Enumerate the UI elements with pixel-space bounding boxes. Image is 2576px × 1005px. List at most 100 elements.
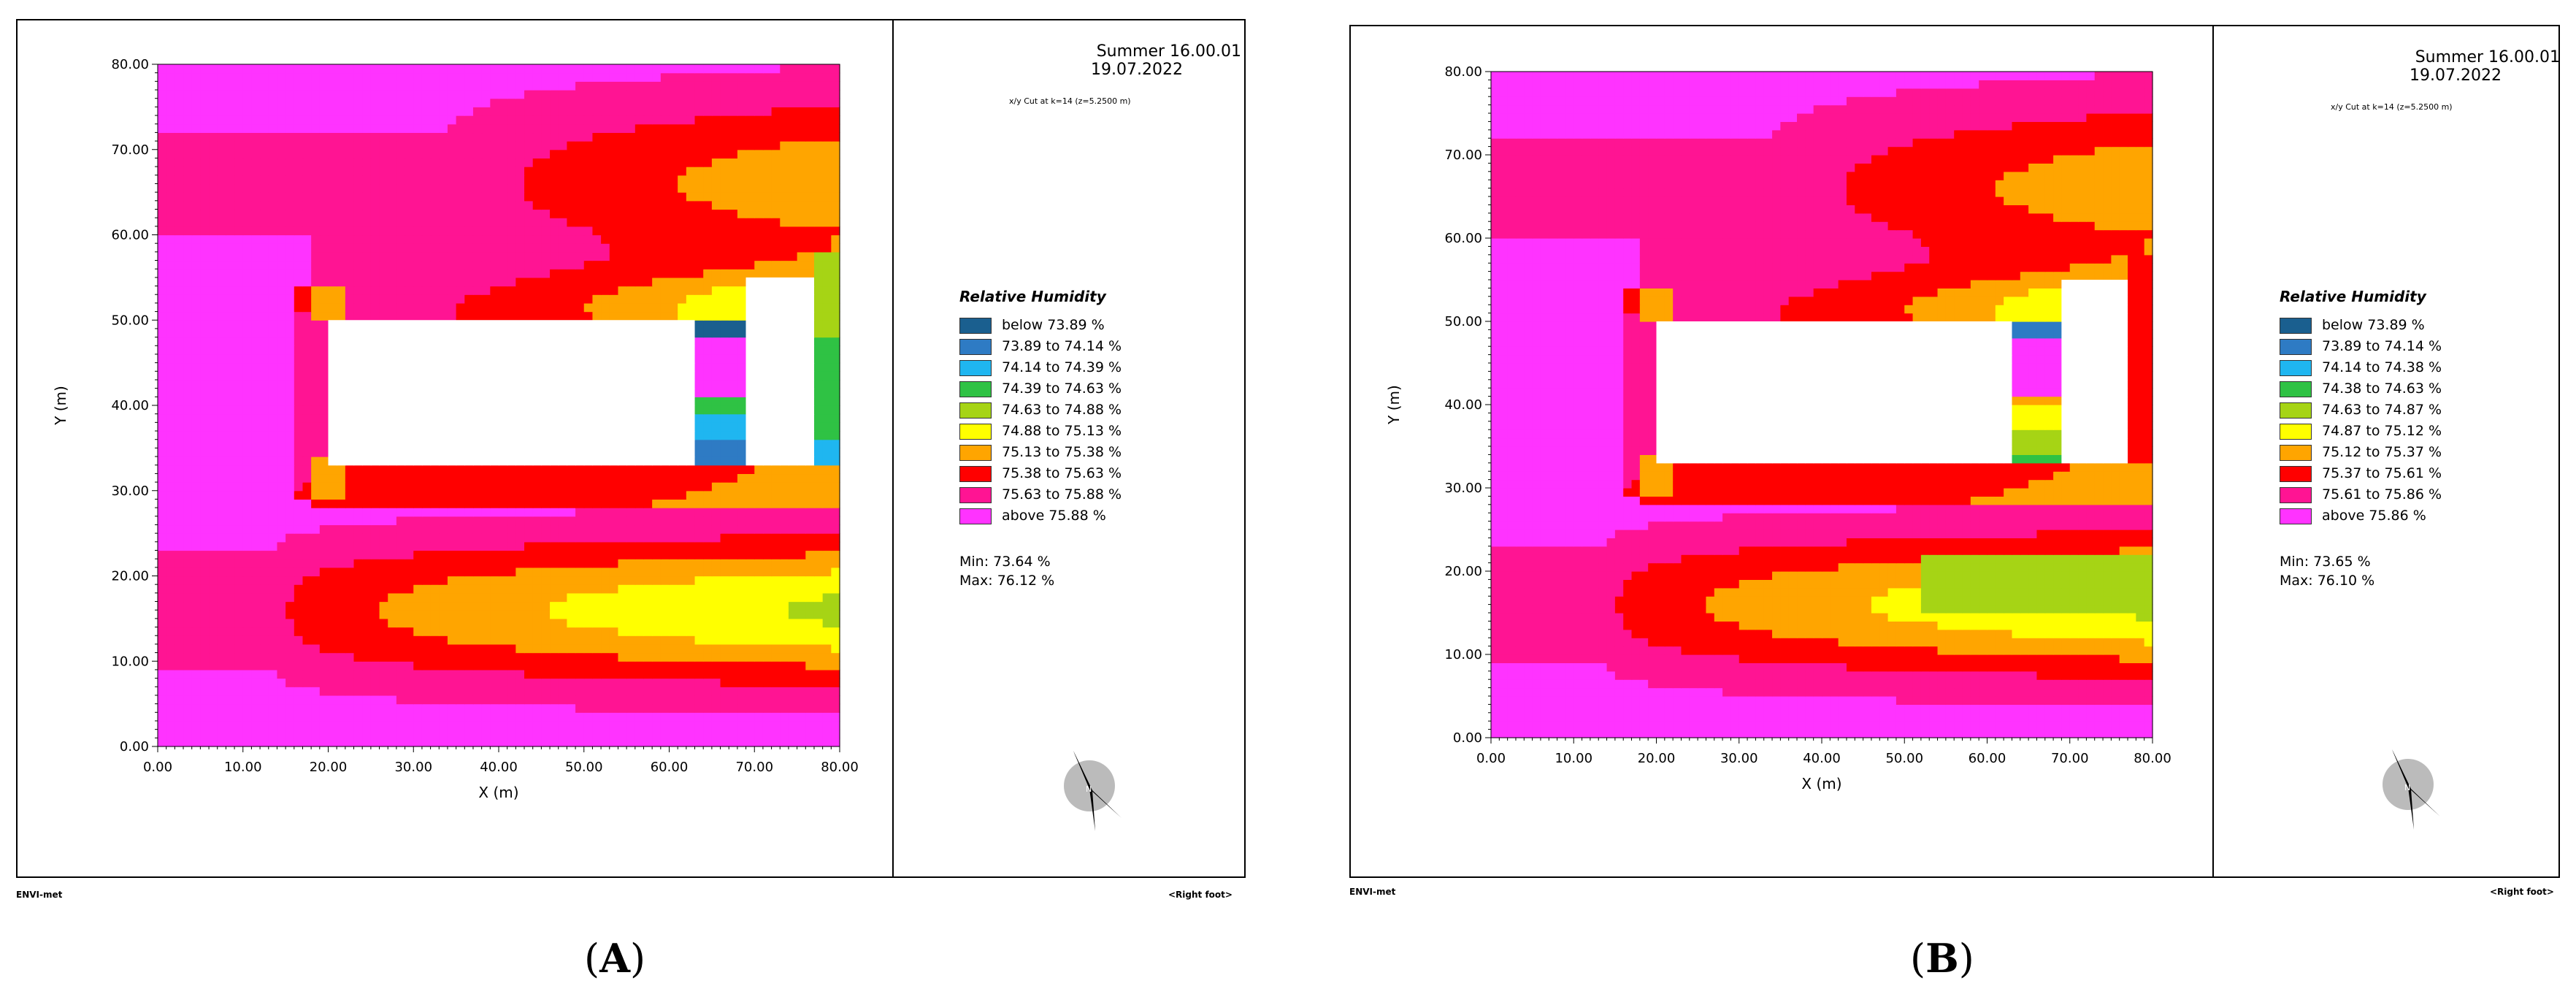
heatmap-cell bbox=[285, 456, 295, 466]
heatmap-cell bbox=[345, 610, 355, 619]
heatmap-cell bbox=[780, 669, 789, 679]
heatmap-cell bbox=[558, 234, 568, 244]
heatmap-cell bbox=[694, 482, 704, 492]
heatmap-cell bbox=[319, 218, 329, 227]
heatmap-cell bbox=[686, 508, 696, 517]
heatmap-cell bbox=[601, 695, 610, 705]
heatmap-cell bbox=[260, 729, 269, 738]
heatmap-cell bbox=[447, 567, 457, 577]
heatmap-cell bbox=[421, 508, 432, 517]
heatmap-cell bbox=[686, 729, 696, 738]
heatmap-cell bbox=[242, 328, 253, 338]
heatmap-cell bbox=[822, 286, 832, 295]
heatmap-cell bbox=[353, 592, 363, 603]
heatmap-cell bbox=[609, 635, 619, 645]
heatmap-cell bbox=[515, 302, 525, 313]
heatmap-cell bbox=[319, 362, 329, 372]
heatmap-cell bbox=[191, 712, 201, 722]
heatmap-cell bbox=[200, 473, 210, 483]
heatmap-cell bbox=[575, 251, 585, 261]
heatmap-cell bbox=[183, 260, 193, 270]
heatmap-cell bbox=[499, 234, 508, 244]
heatmap-cell bbox=[191, 448, 201, 457]
heatmap-cell bbox=[762, 618, 773, 628]
heatmap-cell bbox=[771, 635, 781, 645]
heatmap-cell bbox=[618, 618, 627, 628]
heatmap-cell bbox=[822, 260, 832, 270]
heatmap-cell bbox=[158, 669, 167, 679]
heatmap-cell bbox=[729, 388, 738, 397]
heatmap-cell bbox=[277, 269, 286, 278]
heatmap-cell bbox=[268, 243, 278, 253]
heatmap-cell bbox=[729, 456, 738, 466]
heatmap-cell bbox=[447, 473, 457, 483]
heatmap-cell bbox=[694, 541, 704, 551]
heatmap-cell bbox=[780, 643, 789, 654]
heatmap-cell bbox=[277, 439, 286, 448]
heatmap-cell bbox=[711, 524, 721, 534]
heatmap-cell bbox=[345, 678, 355, 687]
heatmap-cell bbox=[200, 490, 210, 500]
heatmap-cell bbox=[558, 712, 568, 722]
heatmap-cell bbox=[609, 482, 619, 492]
heatmap-cell bbox=[532, 294, 542, 304]
heatmap-cell bbox=[694, 729, 704, 738]
heatmap-cell bbox=[626, 524, 636, 534]
heatmap-cell bbox=[711, 302, 721, 313]
heatmap-cell bbox=[822, 635, 832, 645]
heatmap-cell bbox=[678, 302, 687, 313]
heatmap-cell bbox=[507, 729, 516, 738]
heatmap-cell bbox=[643, 269, 653, 278]
heatmap-cell bbox=[353, 652, 363, 662]
heatmap-cell bbox=[251, 269, 261, 278]
heatmap-cell bbox=[166, 448, 175, 457]
heatmap-cell bbox=[788, 550, 798, 559]
heatmap-cell bbox=[711, 286, 721, 295]
heatmap-cell bbox=[737, 260, 747, 270]
heatmap-cell bbox=[217, 226, 227, 236]
heatmap-cell bbox=[583, 269, 594, 278]
heatmap-cell bbox=[678, 286, 687, 295]
heatmap-cell bbox=[277, 320, 286, 329]
heatmap-cell bbox=[260, 311, 269, 321]
heatmap-cell bbox=[737, 413, 747, 423]
heatmap-cell bbox=[456, 601, 465, 611]
heatmap-cell bbox=[745, 243, 755, 253]
heatmap-cell bbox=[686, 226, 696, 236]
heatmap-cell bbox=[822, 592, 832, 603]
heatmap-cell bbox=[464, 243, 474, 253]
heatmap-cell bbox=[439, 516, 448, 526]
heatmap-cell bbox=[515, 635, 525, 645]
heatmap-cell bbox=[788, 465, 798, 475]
heatmap-cell bbox=[166, 405, 175, 415]
heatmap-cell bbox=[635, 729, 645, 738]
heatmap-cell bbox=[575, 720, 585, 730]
heatmap-cell bbox=[813, 456, 824, 466]
heatmap-cell bbox=[541, 533, 551, 543]
heatmap-cell bbox=[268, 643, 278, 654]
heatmap-cell bbox=[337, 482, 346, 492]
heatmap-cell bbox=[447, 738, 457, 747]
heatmap-cell bbox=[209, 490, 218, 500]
heatmap-cell bbox=[652, 618, 662, 628]
heatmap-cell bbox=[694, 635, 704, 645]
heatmap-cell bbox=[277, 601, 286, 611]
heatmap-cell bbox=[439, 687, 448, 696]
heatmap-cell bbox=[242, 669, 253, 679]
heatmap-cell bbox=[686, 669, 696, 679]
heatmap-cell bbox=[780, 695, 789, 705]
heatmap-cell bbox=[158, 379, 167, 389]
heatmap-cell bbox=[481, 269, 491, 278]
heatmap-cell bbox=[703, 729, 713, 738]
heatmap-cell bbox=[311, 627, 321, 636]
heatmap-cell bbox=[797, 618, 806, 628]
heatmap-cell bbox=[635, 243, 645, 253]
heatmap-cell bbox=[337, 618, 346, 628]
heatmap-cell bbox=[669, 550, 678, 559]
heatmap-cell bbox=[678, 592, 687, 603]
heatmap-cell bbox=[242, 345, 253, 355]
heatmap-cell bbox=[396, 627, 406, 636]
heatmap-cell bbox=[831, 712, 840, 722]
heatmap-cell bbox=[720, 618, 729, 628]
heatmap-cell bbox=[311, 669, 321, 679]
